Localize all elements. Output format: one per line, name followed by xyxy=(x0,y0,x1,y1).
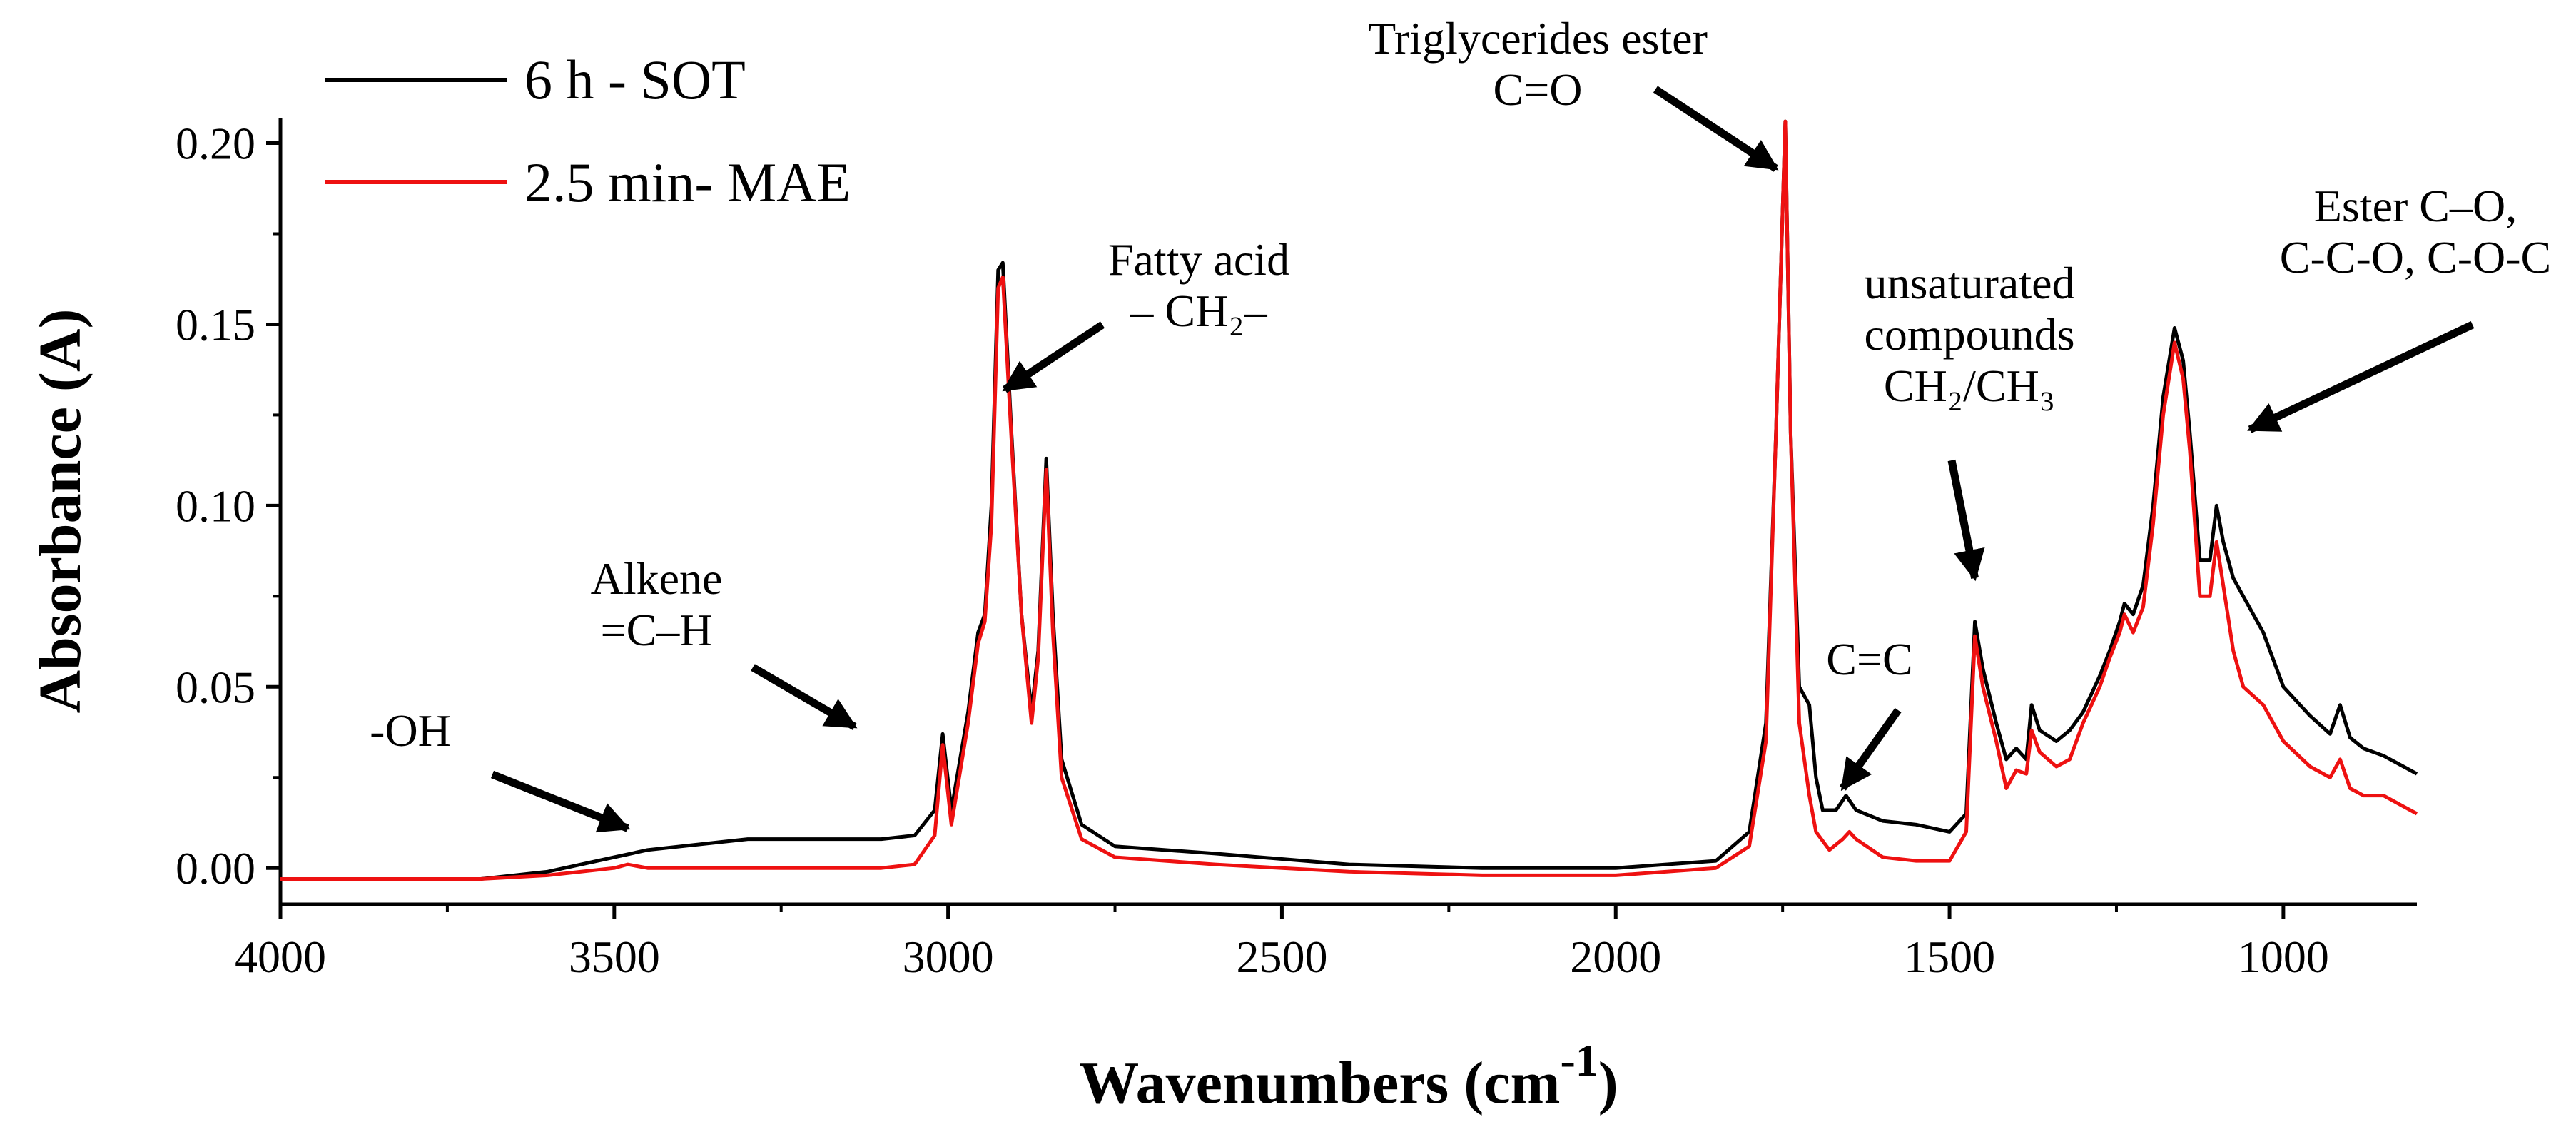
y-ticks: 0.00 0.05 0.10 0.15 0.20 xyxy=(176,118,280,894)
annotation-arrow xyxy=(1002,321,1105,393)
x-axis-title: Wavenumbers (cm-1) xyxy=(1079,1035,1618,1116)
annotation-text: C=C xyxy=(1826,634,1912,684)
annotation-text: compounds xyxy=(1864,309,2074,360)
x-tick-label: 3000 xyxy=(903,931,994,982)
annotation-alkene: Alkene=C–H xyxy=(591,553,858,730)
annotation-text: Triglycerides ester xyxy=(1368,13,1708,64)
annotation-text: Alkene xyxy=(591,553,723,604)
legend-label-sot: 6 h - SOT xyxy=(524,49,746,111)
x-tick-label: 1000 xyxy=(2238,931,2329,982)
legend: 6 h - SOT 2.5 min- MAE xyxy=(325,49,851,213)
annotation-text: -OH xyxy=(370,705,451,756)
y-tick-label: 0.10 xyxy=(176,480,255,531)
axes xyxy=(278,118,2417,906)
x-axis-title-sup: -1 xyxy=(1560,1035,1598,1086)
annotation-text: Fatty acid xyxy=(1108,234,1289,285)
annotation-arrow xyxy=(751,664,858,730)
annotation-text: Ester C–O, xyxy=(2314,181,2517,231)
x-ticks: 4000 3500 3000 2500 2000 1500 1000 xyxy=(235,904,2329,982)
annotations: -OH Alkene=C–H Fatty acid– CH₂– Triglycerid… xyxy=(370,13,2551,833)
annotation-text: C=O xyxy=(1494,64,1583,115)
x-tick-label: 2000 xyxy=(1570,931,1661,982)
annotation-text: unsaturated xyxy=(1865,258,2075,308)
annotation-text: – CH₂– xyxy=(1130,286,1267,336)
legend-label-mae: 2.5 min- MAE xyxy=(524,151,851,213)
y-axis-title: Absorbance (A) xyxy=(27,309,93,714)
y-tick-label: 0.05 xyxy=(176,662,255,712)
y-tick-label: 0.15 xyxy=(176,299,255,350)
annotation-arrow xyxy=(1839,707,1902,792)
annotation-oh: -OH xyxy=(370,705,631,833)
annotation-arrow xyxy=(490,770,631,833)
annotation-arrow xyxy=(1653,86,1779,172)
annotation-text: =C–H xyxy=(601,605,713,655)
x-tick-label: 4000 xyxy=(235,931,326,982)
series-lines xyxy=(280,119,2418,881)
x-axis-title-close: ) xyxy=(1598,1050,1618,1116)
y-tick-label: 0.20 xyxy=(176,118,255,169)
annotation-cc: C=C xyxy=(1826,634,1913,792)
x-tick-label: 1500 xyxy=(1904,931,1995,982)
x-axis-title-main: Wavenumbers (cm xyxy=(1079,1050,1560,1116)
annotation-arrow xyxy=(1947,459,1985,582)
x-tick-label: 3500 xyxy=(569,931,660,982)
annotation-arrow xyxy=(2247,321,2475,433)
annotation-ester: Ester C–O,C-C-O, C-O-C xyxy=(2247,181,2551,433)
annotation-text: CH₂/CH₃ xyxy=(1884,360,2055,411)
annotation-fatty: Fatty acid– CH₂– xyxy=(1002,234,1289,393)
series-line-sot xyxy=(280,119,2418,881)
series-line-mae xyxy=(280,119,2418,881)
y-tick-label: 0.00 xyxy=(176,843,255,894)
annotation-text: C-C-O, C-O-C xyxy=(2280,232,2551,283)
x-tick-label: 2500 xyxy=(1236,931,1327,982)
